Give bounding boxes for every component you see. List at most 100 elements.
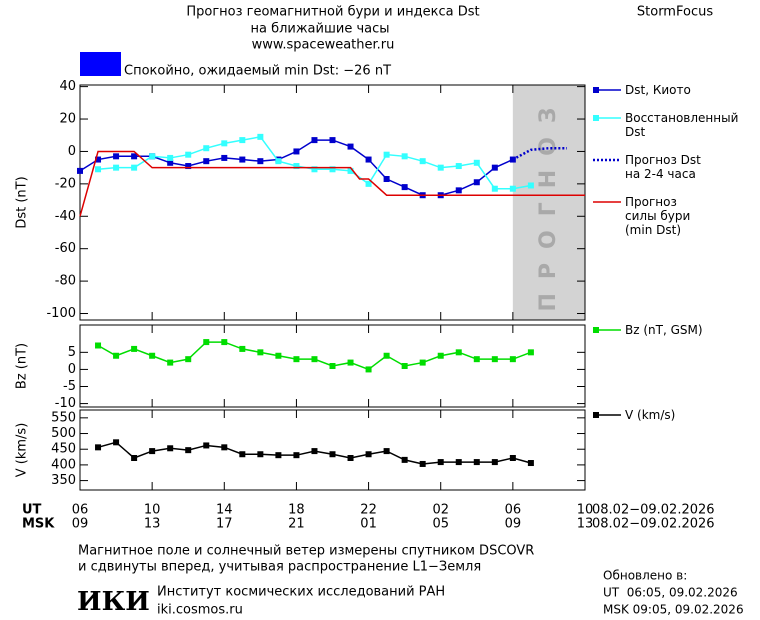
data-point — [419, 158, 426, 165]
y-tick-label: 500 — [51, 426, 76, 441]
x2-tick-label: 09 — [505, 517, 522, 532]
data-point — [77, 167, 83, 174]
data-point — [113, 352, 120, 359]
data-point — [311, 166, 318, 173]
x-tick-label: 10 — [577, 503, 594, 518]
data-point — [473, 459, 480, 466]
data-point — [221, 339, 228, 346]
data-point — [383, 176, 390, 182]
data-point — [131, 153, 138, 160]
data-point — [473, 179, 480, 186]
data-point — [257, 349, 264, 356]
y-tick-label: -60 — [55, 241, 76, 256]
data-point — [257, 451, 264, 458]
x2-tick-label: 13 — [144, 517, 161, 532]
data-point — [365, 366, 372, 373]
institute: Институт космических исследований РАН — [157, 585, 445, 600]
data-point — [167, 359, 174, 366]
legend-entry: Прогноз силы бури (min Dst) — [625, 195, 691, 237]
data-point — [437, 164, 444, 171]
data-point — [185, 163, 192, 170]
data-point — [401, 153, 408, 160]
legend-entry: Восстановленный Dst — [625, 111, 739, 139]
data-point — [239, 137, 246, 144]
data-point — [185, 356, 192, 363]
legend-marker — [593, 115, 599, 121]
data-point — [383, 151, 390, 158]
x-tick-label: 06 — [505, 503, 522, 518]
legend-marker — [593, 327, 599, 333]
y-tick-label: 40 — [59, 79, 76, 94]
data-point — [311, 137, 318, 144]
data-point — [401, 184, 408, 191]
data-point — [131, 164, 138, 171]
data-point — [185, 151, 192, 158]
data-point — [365, 451, 372, 458]
title: Прогноз геомагнитной бури и индекса Dst — [186, 5, 479, 20]
data-point — [95, 444, 102, 451]
x-tick-label: 18 — [288, 503, 305, 518]
x2-tick-label: 09 — [72, 517, 89, 532]
data-point — [491, 185, 498, 192]
brand: StormFocus — [637, 5, 713, 20]
data-point — [329, 166, 336, 173]
data-point — [203, 339, 210, 346]
data-point — [293, 452, 300, 459]
data-point — [239, 156, 246, 163]
data-point — [113, 153, 120, 160]
y-tick-label: 350 — [51, 473, 76, 488]
x2-tick-label: 13 — [577, 517, 594, 532]
y-tick-label: 0 — [68, 362, 76, 377]
data-point — [311, 356, 318, 363]
data-point — [293, 163, 300, 170]
x-axis-label: UT — [22, 503, 42, 518]
data-point — [401, 363, 408, 369]
data-point — [473, 356, 480, 363]
data-point — [347, 167, 354, 174]
data-point — [473, 159, 480, 166]
data-point — [455, 349, 462, 356]
x-tick-label: 22 — [360, 503, 377, 518]
x2-tick-label: 21 — [288, 517, 305, 532]
plot-frame — [79, 84, 586, 321]
data-point — [275, 452, 282, 459]
y-axis-label: Dst (nT) — [15, 176, 30, 228]
data-point — [95, 342, 102, 349]
x-tick-label: 10 — [144, 503, 161, 518]
data-point — [365, 156, 372, 163]
y-tick-label: 20 — [59, 112, 76, 127]
data-point — [455, 163, 462, 170]
data-point — [491, 459, 498, 466]
x-tick-label: 02 — [432, 503, 449, 518]
data-point — [329, 363, 336, 369]
data-point — [365, 180, 372, 187]
data-point — [221, 444, 228, 451]
y-tick-label: 0 — [68, 144, 76, 159]
site: iki.cosmos.ru — [157, 603, 243, 618]
title: на ближайшие часы — [250, 22, 389, 37]
data-point — [455, 187, 462, 194]
data-point — [491, 356, 498, 363]
forecast-label: ПРОГНОЗ — [536, 93, 561, 311]
data-point — [149, 352, 156, 359]
data-point — [149, 448, 156, 455]
data-point — [347, 359, 354, 366]
data-point — [401, 456, 408, 463]
data-point — [437, 352, 444, 359]
y-tick-label: -100 — [46, 306, 76, 321]
y-tick-label: -40 — [55, 209, 76, 224]
data-point — [203, 442, 210, 449]
y-tick-label: -80 — [55, 274, 76, 289]
data-point — [455, 459, 462, 466]
data-point — [167, 159, 174, 166]
data-point — [203, 158, 210, 165]
y-tick-label: 450 — [51, 442, 76, 457]
data-point — [113, 164, 120, 171]
data-point — [329, 451, 336, 458]
legend-entry: Bz (nT, GSM) — [625, 323, 703, 337]
data-point — [257, 133, 264, 140]
footer-note: Магнитное поле и солнечный ветер измерен… — [78, 544, 534, 559]
url: www.spaceweather.ru — [252, 38, 395, 53]
x-tick-label: 14 — [216, 503, 233, 518]
